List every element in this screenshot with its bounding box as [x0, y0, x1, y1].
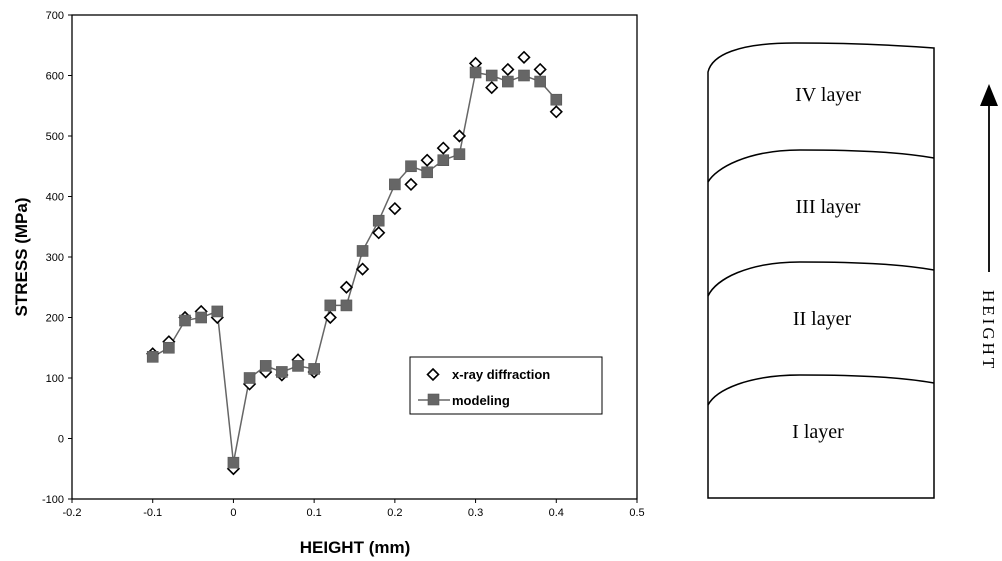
layer-label-iv: IV layer — [795, 84, 861, 106]
x-tick-label: 0.3 — [468, 507, 483, 519]
data-point-x-ray-diffraction — [388, 201, 402, 216]
data-point-x-ray-diffraction — [404, 177, 418, 192]
x-axis-label: HEIGHT (mm) — [300, 538, 411, 557]
data-point-x-ray-diffraction — [339, 280, 354, 294]
data-point-modeling — [179, 314, 191, 327]
data-point-modeling — [243, 372, 256, 384]
data-point-x-ray-diffraction — [355, 262, 370, 276]
data-point-modeling — [356, 245, 369, 257]
layer-label-iii: III layer — [796, 196, 861, 218]
data-point-modeling — [211, 305, 224, 318]
data-point-modeling — [308, 363, 320, 375]
data-point-x-ray-diffraction — [452, 129, 467, 143]
data-point-modeling — [372, 214, 385, 227]
y-tick-label: 600 — [46, 71, 64, 83]
data-point-modeling — [405, 160, 417, 173]
legend-label-modeling: modeling — [452, 393, 510, 408]
legend-marker-modeling — [427, 393, 440, 406]
x-tick-label: 0.5 — [629, 507, 644, 519]
x-tick-label: 0.4 — [549, 507, 564, 519]
layer-boundary — [707, 261, 935, 297]
y-axis-label: STRESS (MPa) — [12, 197, 31, 316]
y-tick-label: 400 — [46, 192, 64, 204]
data-point-modeling — [163, 341, 175, 354]
data-point-modeling — [421, 166, 433, 179]
data-point-modeling — [534, 75, 546, 88]
y-tick-label: 100 — [46, 373, 64, 385]
layer-boundary — [707, 149, 935, 183]
x-axis-ticks: -0.2 -0.1 0 0.1 0.2 0.3 0.4 0.5 — [63, 499, 645, 519]
legend-label-x-ray-diffraction: x-ray diffraction — [452, 367, 550, 382]
legend-marker-x-ray-diffraction — [426, 367, 440, 382]
x-tick-label: -0.1 — [143, 507, 162, 519]
y-tick-label: 200 — [46, 313, 64, 325]
data-point-x-ray-diffraction — [436, 141, 450, 155]
x-tick-label: -0.2 — [63, 507, 82, 519]
plot-area — [71, 14, 638, 500]
legend-box — [409, 356, 603, 415]
y-axis-ticks: -100 0 100 200 300 400 500 600 700 — [42, 10, 72, 506]
x-tick-label: 0.2 — [387, 507, 402, 519]
data-point-modeling — [292, 360, 304, 372]
data-point-x-ray-diffraction — [420, 153, 434, 167]
y-tick-label: -100 — [42, 494, 64, 506]
data-point-modeling — [550, 93, 563, 106]
y-tick-label: 0 — [58, 434, 64, 446]
data-point-x-ray-diffraction — [501, 62, 515, 77]
y-tick-label: 700 — [46, 10, 64, 22]
data-point-modeling — [502, 75, 514, 88]
layer-label-ii: II layer — [793, 308, 852, 330]
data-point-x-ray-diffraction — [517, 50, 531, 64]
layer-boundary — [707, 374, 935, 406]
data-point-modeling — [485, 69, 498, 82]
layer-diagram: IV layer III layer II layer I layer HEIG… — [707, 42, 998, 499]
data-point-modeling — [518, 69, 530, 82]
data-point-modeling — [389, 178, 401, 191]
layer-stack-outline — [707, 42, 935, 499]
data-point-modeling — [469, 66, 482, 79]
data-point-x-ray-diffraction — [485, 80, 499, 95]
data-point-modeling — [437, 154, 450, 166]
data-point-modeling — [195, 311, 207, 324]
data-point-modeling — [259, 360, 272, 372]
height-arrow-head-icon — [980, 84, 998, 106]
data-point-modeling — [227, 456, 240, 469]
y-tick-label: 300 — [46, 252, 64, 264]
data-point-modeling — [276, 366, 288, 378]
series-markers — [146, 50, 563, 476]
height-direction-label: HEIGHT — [979, 290, 998, 371]
data-point-x-ray-diffraction — [323, 310, 337, 325]
data-point-x-ray-diffraction — [372, 226, 386, 240]
data-point-modeling — [146, 351, 159, 363]
y-tick-label: 500 — [46, 131, 64, 143]
x-tick-label: 0.1 — [306, 507, 321, 519]
legend: x-ray diffraction modeling — [409, 356, 603, 415]
stress-height-chart: -100 0 100 200 300 400 500 600 700 -0.2 -0.1 0 0.1 0… — [12, 10, 645, 557]
data-point-x-ray-diffraction — [549, 105, 563, 119]
layer-label-i: I layer — [792, 421, 844, 443]
data-point-modeling — [453, 148, 466, 160]
data-point-x-ray-diffraction — [533, 62, 547, 77]
data-point-modeling — [340, 299, 353, 312]
data-point-modeling — [324, 299, 337, 312]
x-tick-label: 0 — [230, 507, 236, 519]
